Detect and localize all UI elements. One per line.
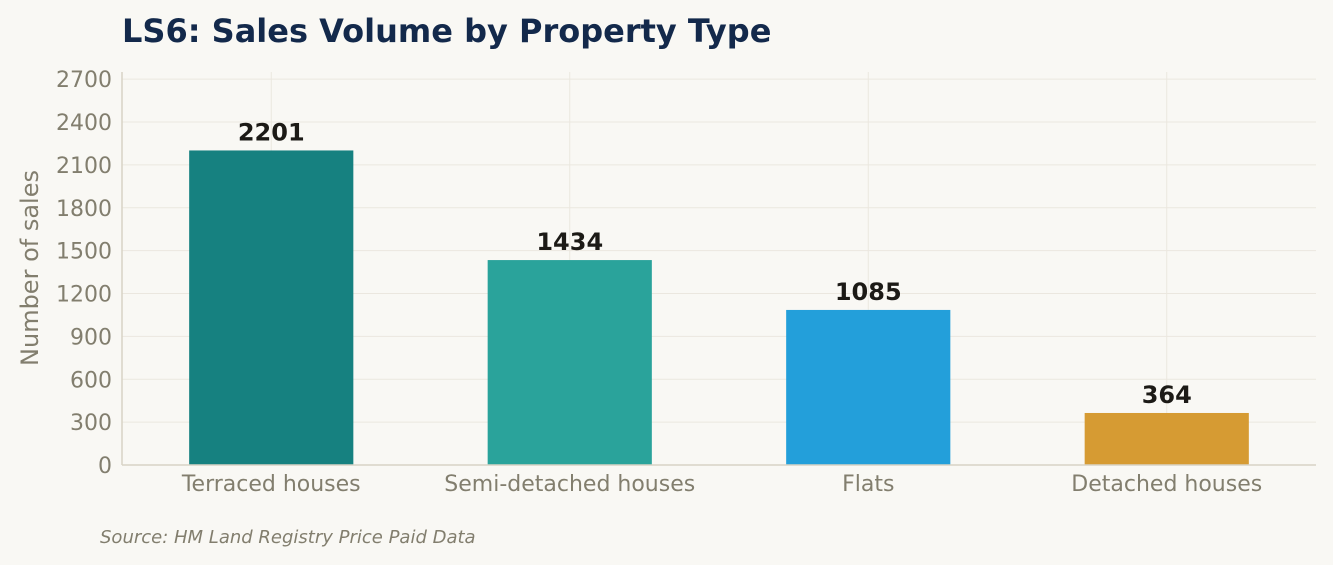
bars <box>189 150 1249 465</box>
y-tick-label: 300 <box>70 411 112 436</box>
value-labels: 2201 1434 1085 364 <box>238 118 1192 409</box>
y-tick-label: 1800 <box>56 197 112 222</box>
y-tick-label: 0 <box>98 454 112 479</box>
bar-value-label: 1085 <box>835 278 902 306</box>
bar <box>1084 412 1249 465</box>
x-tick-label: Flats <box>842 472 894 497</box>
chart-title: LS6: Sales Volume by Property Type <box>122 12 771 50</box>
y-axis-label: Number of sales <box>16 170 44 366</box>
y-tick-label: 1200 <box>56 283 112 308</box>
bar <box>786 309 951 465</box>
bar <box>487 260 652 465</box>
y-tick-label: 2700 <box>56 68 112 93</box>
x-tick-labels: Terraced houses Semi-detached houses Flats… <box>181 472 1262 497</box>
y-tick-label: 900 <box>70 325 112 350</box>
bar-value-label: 364 <box>1142 381 1192 409</box>
x-tick-label: Terraced houses <box>181 472 361 497</box>
y-tick-label: 2400 <box>56 111 112 136</box>
y-tick-labels: 0 300 600 900 1200 1500 1800 2100 2400 2700 <box>56 68 112 479</box>
y-tick-label: 2100 <box>56 154 112 179</box>
x-tick-label: Semi-detached houses <box>444 472 695 497</box>
source-note: Source: HM Land Registry Price Paid Data <box>100 527 476 548</box>
bar-value-label: 1434 <box>536 228 603 256</box>
x-tick-label: Detached houses <box>1071 472 1262 497</box>
bar-value-label: 2201 <box>238 118 305 146</box>
y-tick-label: 1500 <box>56 240 112 265</box>
bar <box>189 150 354 465</box>
y-tick-label: 600 <box>70 368 112 393</box>
